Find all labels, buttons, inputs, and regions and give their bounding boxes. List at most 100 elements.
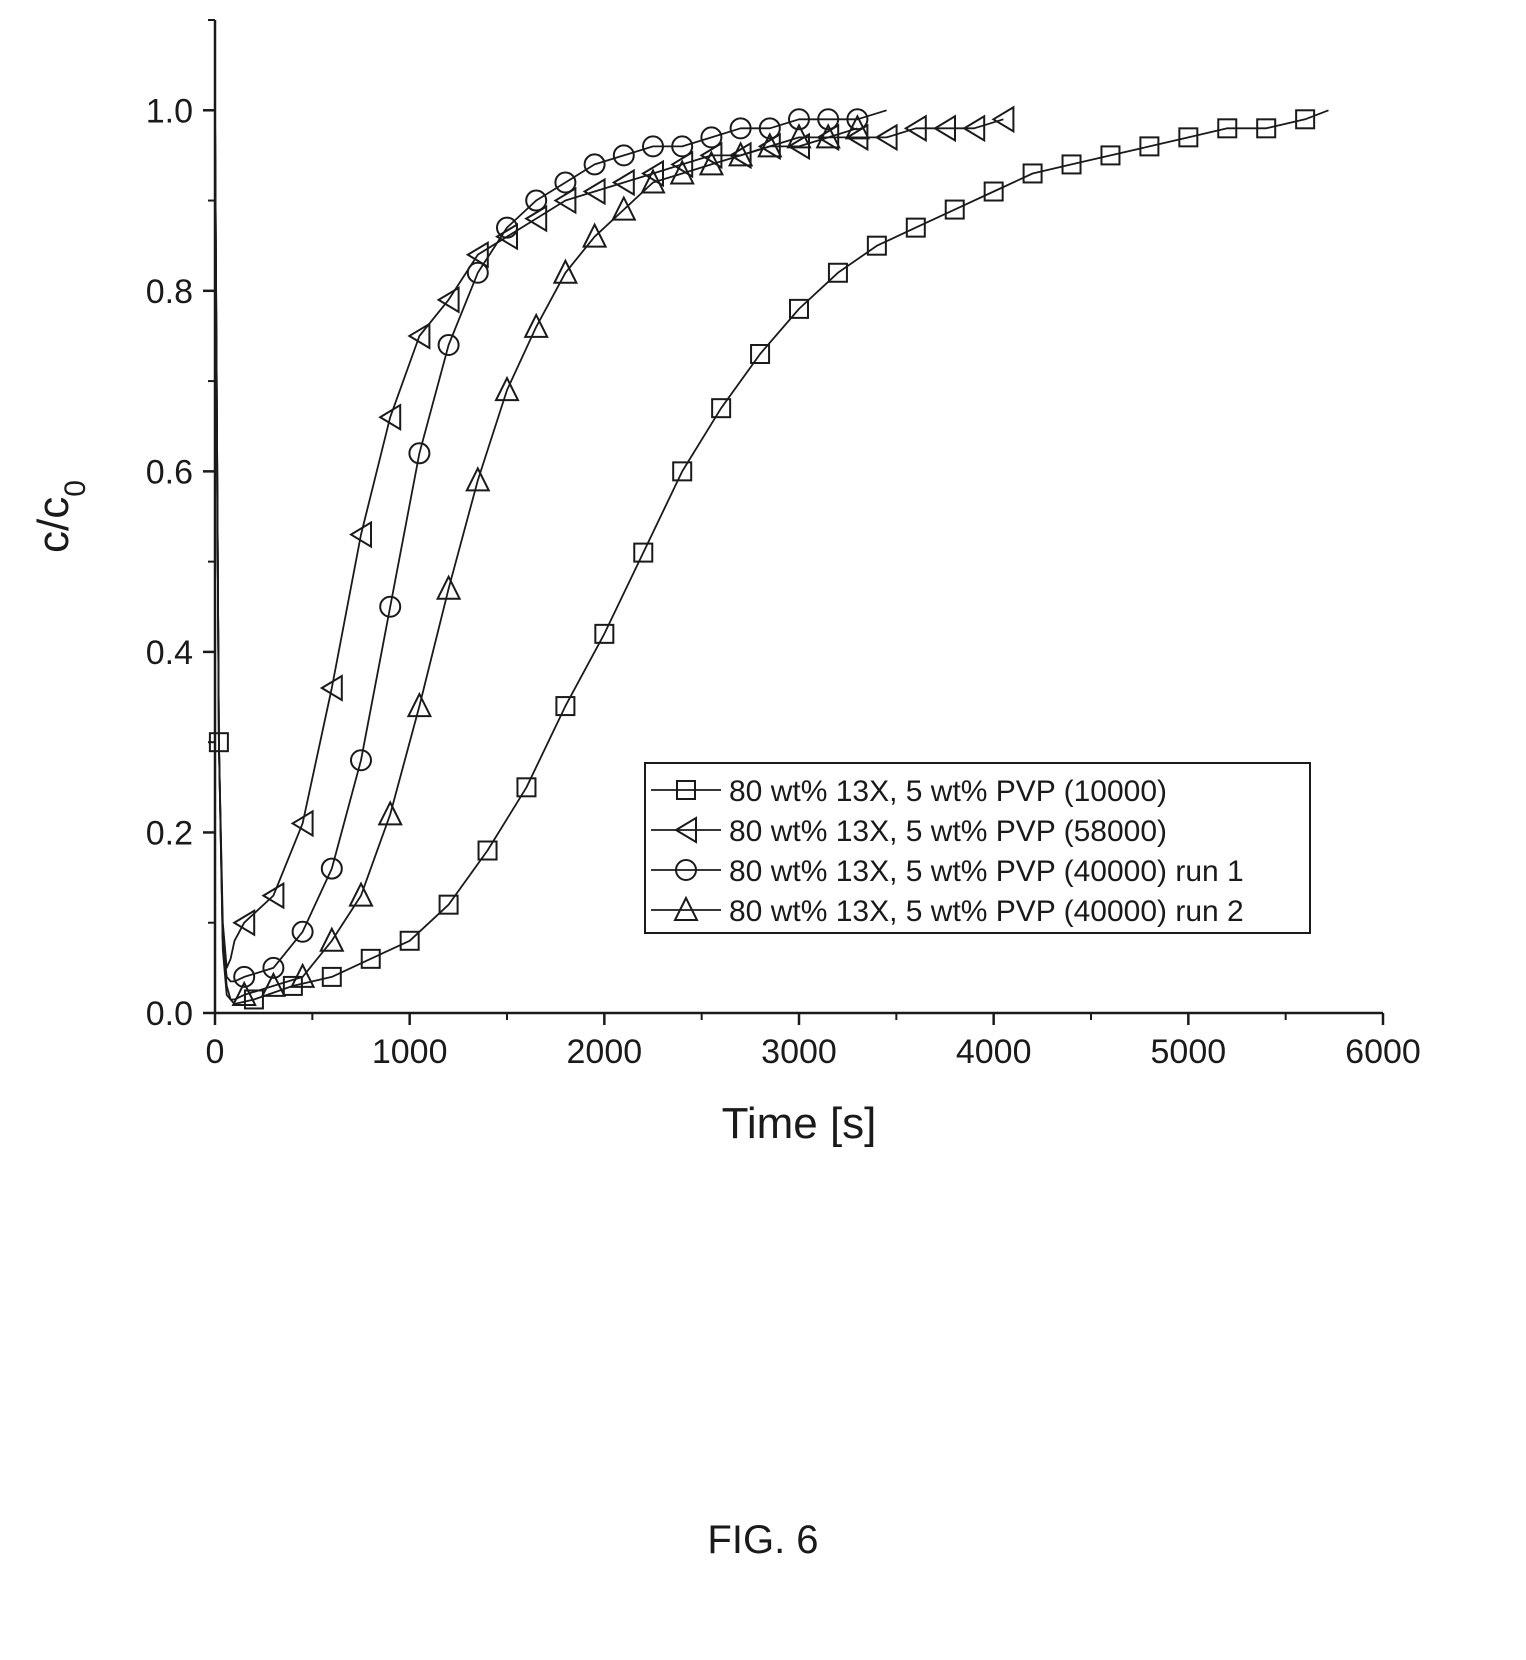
data-point-series-1 (516, 777, 537, 798)
data-point-series-1 (944, 199, 965, 220)
data-point-series-3 (846, 108, 869, 131)
data-point-series-3 (729, 117, 752, 140)
data-point-series-4 (552, 258, 579, 284)
data-point-series-1 (1217, 118, 1238, 139)
data-point-series-1 (1022, 163, 1043, 184)
data-point-series-2 (582, 177, 606, 206)
data-point-series-3 (262, 956, 285, 979)
data-point-series-1 (243, 989, 264, 1010)
data-point-series-3 (496, 216, 518, 239)
x-axis-title: Time [s] (722, 1099, 877, 1148)
data-point-series-4 (523, 312, 549, 338)
legend-box (644, 762, 1311, 934)
data-point-series-4 (698, 150, 725, 176)
data-point-series-4 (494, 375, 520, 402)
data-point-series-2 (524, 204, 548, 233)
data-point-series-1 (633, 542, 654, 563)
data-point-series-1 (789, 298, 809, 319)
data-point-series-4 (289, 962, 316, 988)
x-tick-label: 1000 (372, 1033, 448, 1071)
figure-caption: FIG. 6 (707, 1518, 819, 1562)
data-point-series-4 (435, 574, 462, 600)
data-point-series-2 (349, 520, 372, 549)
data-point-series-4 (786, 123, 812, 149)
data-point-series-2 (319, 674, 343, 702)
legend: 80 wt% 13X, 5 wt% PVP (10000) 80 wt% 13X,… (644, 762, 1311, 934)
data-point-series-3 (466, 261, 489, 284)
data-point-series-1 (905, 217, 926, 238)
data-point-series-1 (438, 894, 459, 915)
data-point-series-2 (407, 322, 431, 350)
data-point-series-2 (699, 141, 723, 170)
data-point-series-1 (594, 623, 615, 644)
data-point-series-2 (903, 114, 927, 143)
legend-label: 80 wt% 13X, 5 wt% PVP (40000) run 2 (729, 895, 1244, 928)
data-point-series-1 (1139, 136, 1160, 157)
axes (203, 19, 1385, 1025)
data-point-series-1 (1178, 127, 1199, 148)
data-point-series-3 (437, 333, 460, 356)
data-point-series-2 (962, 114, 986, 143)
data-point-series-1 (866, 235, 887, 256)
data-point-series-2 (436, 286, 460, 314)
data-point-series-1 (1061, 154, 1082, 175)
data-point-series-1 (672, 461, 693, 482)
x-tick-label: 3000 (761, 1033, 837, 1071)
series-line-4 (214, 110, 858, 1001)
data-point-series-2 (641, 159, 664, 188)
data-point-series-1 (555, 696, 576, 717)
data-point-series-1 (1256, 118, 1277, 139)
y-axis-title-subscript: 0 (59, 480, 92, 497)
data-point-series-3 (817, 108, 840, 131)
y-tick-label: 0.0 (146, 995, 193, 1033)
data-point-series-4 (465, 466, 491, 492)
tick-labels: 0 1000 2000 3000 4000 5000 6000 0.0 0.2 0.4 0.6 0.8… (146, 92, 1421, 1071)
legend-marker (673, 895, 699, 921)
data-point-series-2 (933, 114, 956, 143)
x-tick-label: 2000 (567, 1033, 643, 1071)
data-point-series-4 (844, 114, 871, 140)
data-point-series-3 (671, 135, 694, 158)
data-point-series-3 (700, 126, 723, 149)
data-point-series-2 (465, 240, 489, 269)
data-point-series-4 (377, 800, 403, 826)
data-point-series-4 (260, 971, 287, 997)
svg-text:c/c0: c/c0 (29, 480, 92, 553)
legend-label: 80 wt% 13X, 5 wt% PVP (58000) (729, 815, 1167, 848)
y-tick-label: 0.6 (146, 453, 193, 491)
data-point-series-2 (378, 403, 402, 431)
data-point-series-4 (757, 132, 783, 158)
data-point-series-4 (231, 980, 257, 1006)
x-tick-label: 6000 (1345, 1033, 1421, 1071)
data-point-series-1 (750, 344, 771, 365)
data-point-series-3 (408, 442, 431, 465)
x-tick-label: 0 (206, 1033, 225, 1071)
data-point-series-1 (360, 948, 381, 969)
data-point-series-2 (991, 105, 1015, 134)
data-point-series-1 (827, 262, 848, 283)
data-point-series-2 (290, 809, 314, 838)
data-point-series-4 (669, 159, 695, 185)
data-point-series-2 (553, 186, 577, 215)
data-point-series-2 (816, 123, 840, 152)
data-point-series-1 (711, 398, 732, 419)
legend-marker (675, 859, 697, 881)
data-point-series-3 (758, 117, 781, 140)
data-point-series-1 (1295, 109, 1316, 130)
y-tick-label: 0.8 (146, 273, 193, 311)
data-point-series-1 (321, 966, 342, 987)
data-point-series-3 (788, 108, 810, 131)
data-point-series-4 (611, 195, 637, 221)
data-point-series-3 (583, 153, 606, 176)
y-axis-title-main: c/c (29, 497, 78, 553)
data-point-series-4 (319, 926, 345, 952)
data-point-series-2 (670, 150, 694, 179)
x-tick-label: 5000 (1151, 1033, 1227, 1071)
data-point-series-3 (525, 189, 548, 212)
data-point-series-4 (815, 123, 841, 149)
data-point-series-4 (348, 881, 374, 907)
y-axis-title: c/c0 (29, 480, 92, 553)
data-point-series-4 (727, 141, 754, 167)
legend-label: 80 wt% 13X, 5 wt% PVP (10000) (729, 775, 1167, 808)
